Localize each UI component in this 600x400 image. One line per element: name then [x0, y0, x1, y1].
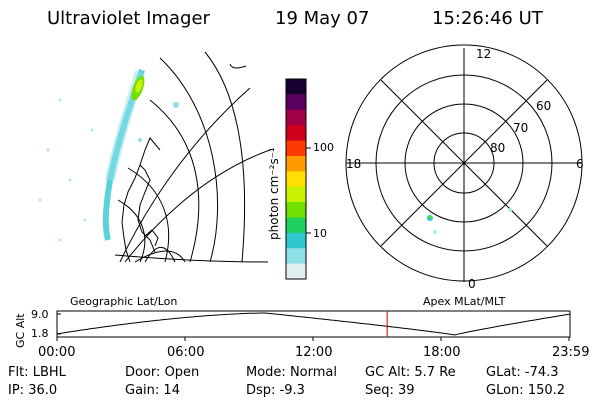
mlt-label-6: 6 — [576, 157, 584, 171]
colorbar-frame — [285, 78, 307, 280]
altitude-plot-frame — [56, 310, 571, 338]
lat-line — [134, 250, 186, 263]
colorbar-stripe — [286, 248, 306, 265]
status-gain: Gain: 14 — [125, 383, 180, 398]
status-door: Door: Open — [125, 365, 200, 380]
lat-line — [124, 149, 270, 263]
colorbar-stripe — [286, 125, 306, 142]
altitude-xtick-2359: 23:59 — [552, 345, 590, 360]
colorbar-stripe — [286, 217, 306, 234]
mlt-label-0: 0 — [468, 277, 476, 291]
status-dsp: Dsp: -9.3 — [246, 383, 305, 398]
colorbar-stripe — [286, 232, 306, 249]
status-seq: Seq: 39 — [365, 383, 415, 398]
colorbar-stripe — [286, 79, 306, 95]
status-gc-alt: GC Alt: 5.7 Re — [365, 365, 456, 380]
lat-label-60: 60 — [536, 99, 551, 113]
colorbar-stripe — [286, 202, 306, 218]
colorbar-stripe — [286, 186, 306, 203]
altitude-xtick-0000: 00:00 — [38, 345, 76, 360]
colorbar-stripe — [286, 94, 306, 111]
lat-label-80: 80 — [490, 141, 505, 155]
polar-emission — [427, 208, 512, 234]
apex-panel-label: Apex MLat/MLT — [423, 295, 506, 308]
status-flt: Flt: LBHL — [8, 365, 66, 380]
lon-line — [204, 51, 246, 263]
status-ip: IP: 36.0 — [8, 383, 58, 398]
date-label: 19 May 07 — [275, 8, 370, 29]
status-glon: GLon: 150.2 — [486, 383, 566, 398]
lon-line — [159, 57, 219, 263]
lat-line — [119, 87, 251, 263]
status-mode: Mode: Normal — [246, 365, 337, 380]
colorbar-stripe — [286, 109, 306, 126]
time-label: 15:26:46 UT — [432, 8, 543, 29]
auroral-oval-emission — [38, 69, 179, 242]
lon-line — [149, 99, 200, 263]
altitude-ytick-1-8: 1.8 — [31, 327, 49, 340]
altitude-ytick-9: 9.0 — [31, 308, 49, 321]
lat-label-70: 70 — [513, 121, 528, 135]
coastline — [144, 229, 159, 247]
mlt-label-12: 12 — [476, 47, 491, 61]
instrument-title: Ultraviolet Imager — [47, 8, 210, 29]
polar-grid — [345, 44, 583, 282]
altitude-xtick-0600: 06:00 — [167, 345, 205, 360]
lat-line — [144, 246, 176, 263]
lon-line — [117, 199, 146, 263]
colorbar-tick-10: 10 — [313, 227, 327, 240]
altitude-xtick-1200: 12:00 — [295, 345, 333, 360]
colorbar-stripe — [286, 155, 306, 172]
status-glat: GLat: -74.3 — [486, 365, 559, 380]
coastline — [229, 63, 247, 69]
altitude-curve — [56, 312, 571, 336]
colorbar-label: photon cm⁻²s⁻¹ — [267, 147, 281, 240]
geographic-panel-label: Geographic Lat/Lon — [70, 295, 178, 308]
colorbar-stripe — [286, 263, 306, 280]
coastline — [121, 137, 161, 263]
colorbar-stripe — [286, 171, 306, 188]
colorbar — [286, 79, 306, 280]
altitude-xtick-1800: 18:00 — [423, 345, 461, 360]
colorbar-stripe — [286, 140, 306, 157]
colorbar-tick-100: 100 — [313, 141, 334, 154]
altitude-ylabel: GC Alt — [14, 313, 27, 348]
mlt-label-18: 18 — [346, 157, 361, 171]
